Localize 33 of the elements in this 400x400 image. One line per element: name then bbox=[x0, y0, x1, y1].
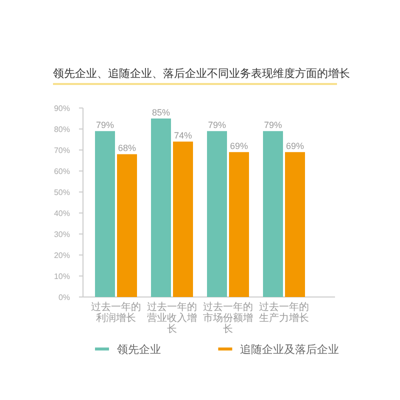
legend-label: 领先企业 bbox=[117, 343, 161, 356]
y-tick-label: 70% bbox=[54, 146, 70, 155]
y-tick-label: 0% bbox=[58, 293, 70, 302]
legend-label: 追随企业及落后企业 bbox=[240, 343, 340, 356]
bar bbox=[229, 152, 249, 297]
data-label: 79% bbox=[264, 120, 282, 130]
bar bbox=[207, 131, 227, 297]
x-tick-label: 过去一年的营业收入增长 bbox=[147, 301, 197, 335]
data-label: 69% bbox=[230, 141, 248, 152]
bar bbox=[151, 118, 171, 297]
y-tick-label: 90% bbox=[54, 104, 70, 113]
y-tick-label: 60% bbox=[54, 167, 70, 176]
title: 领先企业、追随企业、落后企业不同业务表现维度方面的增长 bbox=[53, 68, 350, 80]
data-label: 85% bbox=[152, 108, 170, 118]
y-tick-label: 10% bbox=[54, 272, 70, 281]
y-tick-label: 40% bbox=[54, 209, 70, 218]
data-label: 68% bbox=[118, 143, 136, 154]
bar bbox=[173, 142, 193, 297]
x-tick-label: 过去一年的利润增长 bbox=[91, 301, 141, 324]
data-label: 79% bbox=[208, 120, 226, 130]
data-label: 69% bbox=[286, 141, 304, 152]
bar bbox=[285, 152, 305, 297]
bar bbox=[117, 154, 137, 297]
y-tick-label: 30% bbox=[54, 230, 70, 239]
data-label: 74% bbox=[174, 130, 192, 141]
x-tick-label: 过去一年的生产力增长 bbox=[259, 301, 309, 324]
data-label: 79% bbox=[96, 120, 114, 130]
y-tick-label: 20% bbox=[54, 251, 70, 260]
bar bbox=[95, 131, 115, 297]
y-tick-label: 80% bbox=[54, 125, 70, 134]
y-tick-label: 50% bbox=[54, 188, 70, 197]
x-tick-label: 过去一年的市场份额增长 bbox=[203, 301, 253, 335]
bar bbox=[263, 131, 283, 297]
